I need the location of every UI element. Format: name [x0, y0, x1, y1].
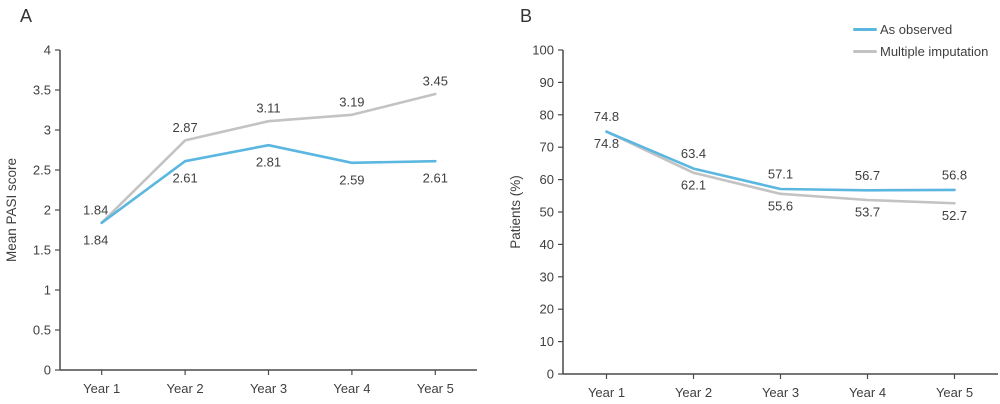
y-tick-label: 3 [44, 123, 51, 138]
legend-label-multiple-imputation: Multiple imputation [880, 43, 989, 59]
data-label-as-observed: 2.61 [423, 171, 448, 186]
x-category-label: Year 1 [588, 385, 625, 400]
series-line-multiple-imputation [100, 92, 437, 225]
y-axis-title: Patients (%) [508, 175, 523, 249]
panel-a-label: A [20, 6, 33, 26]
data-label-multiple-imputation: 53.7 [855, 205, 880, 220]
x-category-label: Year 5 [417, 381, 454, 396]
y-tick-label: 1.5 [33, 243, 51, 258]
series-line-as-observed [605, 130, 956, 192]
legend-item-multiple-imputation: Multiple imputation [853, 40, 988, 62]
data-label-as-observed: 57.1 [768, 166, 793, 181]
data-label-multiple-imputation: 55.6 [768, 198, 793, 213]
y-tick-label: 2.5 [33, 163, 51, 178]
x-category-label: Year 3 [250, 381, 287, 396]
panel-a-chart: 0 0.5 1 1.5 2 2.5 3 3.5 4 Year 1 Year 2 Year 3 Year … [4, 43, 477, 396]
y-tick-label: 4 [44, 43, 51, 58]
x-category-label: Year 5 [936, 385, 973, 400]
data-label-as-observed: 2.59 [339, 172, 364, 187]
y-tick-label: 90 [540, 75, 554, 90]
x-category-label: Year 2 [675, 385, 712, 400]
panel-b-label: B [520, 6, 533, 26]
data-label-as-observed: 63.4 [681, 146, 706, 161]
y-tick-label: 2 [44, 203, 51, 218]
as-observed-line-swatch [853, 27, 877, 31]
x-category-label: Year 4 [849, 385, 886, 400]
data-label-as-observed: 2.61 [172, 171, 197, 186]
y-tick-label: 3.5 [33, 83, 51, 98]
y-tick-label: 50 [540, 205, 554, 220]
data-label-multiple-imputation: 2.87 [172, 120, 197, 135]
x-category-label: Year 1 [83, 381, 120, 396]
panel-b: B 0 10 20 30 40 50 60 70 80 90 100 Year 1 Year 2 Year… [500, 0, 1000, 404]
y-tick-label: 80 [540, 107, 554, 122]
data-label-multiple-imputation: 3.19 [339, 94, 364, 109]
y-axis-title: Mean PASI score [4, 158, 19, 262]
panel-a: A 0 0.5 1 1.5 2 2.5 3 3.5 4 Year 1 Year 2 Year 3 Yea… [4, 6, 477, 396]
legend-label-as-observed: As observed [880, 21, 953, 37]
data-label-as-observed: 1.84 [83, 232, 108, 247]
x-category-label: Year 2 [167, 381, 204, 396]
data-label-as-observed: 2.81 [256, 155, 281, 170]
panel-b-chart: 0 10 20 30 40 50 60 70 80 90 100 Year 1 Year 2 Year 3… [508, 43, 998, 400]
y-tick-label: 100 [532, 43, 554, 58]
series-line-multiple-imputation [605, 130, 956, 205]
x-category-label: Year 4 [333, 381, 370, 396]
data-label-as-observed: 74.8 [594, 109, 619, 124]
y-tick-label: 0.5 [33, 323, 51, 338]
legend: As observed Multiple imputation [853, 18, 988, 62]
data-label-multiple-imputation: 52.7 [942, 208, 967, 223]
y-tick-label: 0 [44, 363, 51, 378]
y-tick-label: 20 [540, 302, 554, 317]
y-tick-label: 60 [540, 172, 554, 187]
legend-item-as-observed: As observed [853, 18, 988, 40]
data-label-multiple-imputation: 3.11 [256, 101, 280, 116]
y-tick-label: 40 [540, 237, 554, 252]
data-label-multiple-imputation: 1.84 [83, 202, 108, 217]
y-tick-label: 1 [44, 283, 51, 298]
data-label-multiple-imputation: 3.45 [423, 74, 448, 89]
data-label-multiple-imputation: 62.1 [681, 177, 706, 192]
y-tick-label: 0 [547, 367, 554, 382]
y-tick-label: 30 [540, 269, 554, 284]
x-category-label: Year 3 [762, 385, 799, 400]
data-label-as-observed: 56.7 [855, 168, 880, 183]
data-label-multiple-imputation: 74.8 [594, 136, 619, 151]
y-tick-label: 70 [540, 140, 554, 155]
data-label-as-observed: 56.8 [942, 167, 967, 182]
y-tick-label: 10 [540, 334, 554, 349]
series-line-as-observed [100, 143, 437, 225]
multiple-imputation-line-swatch [853, 49, 877, 53]
